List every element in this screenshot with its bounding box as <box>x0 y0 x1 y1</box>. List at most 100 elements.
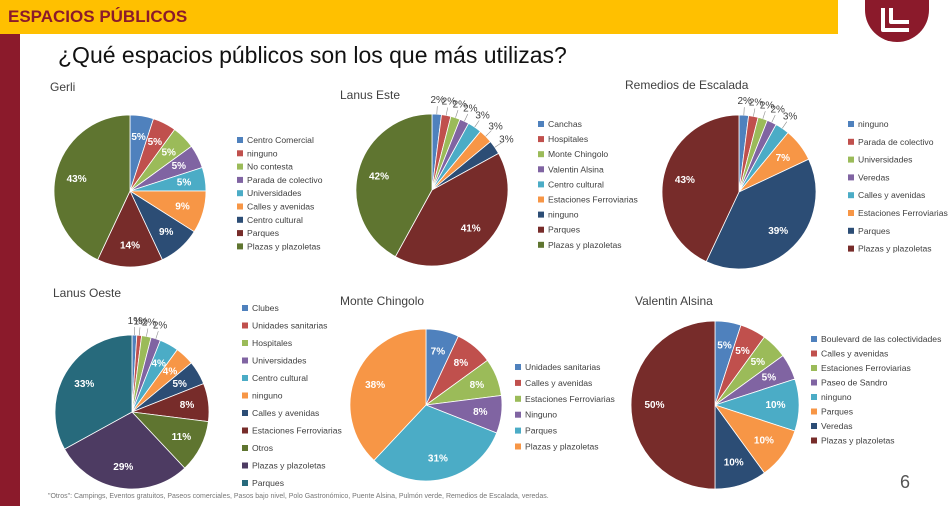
legend-item-plazas-y-plazoletas: Plazas y plazoletas <box>247 241 321 251</box>
legend-swatch <box>811 394 817 400</box>
legend-item-veredas: Veredas <box>858 172 890 182</box>
pie-slice-plazas-y-plazoletas <box>53 114 131 261</box>
legend: Clubes Unidades sanitarias Hospitales Unive… <box>242 303 342 488</box>
data-label: 2% <box>770 105 785 116</box>
data-label: 5% <box>161 147 176 158</box>
legend-swatch <box>538 136 544 143</box>
legend-swatch <box>242 462 248 469</box>
legend-item-universidades: Universidades <box>247 188 301 198</box>
legend-swatch <box>811 437 817 444</box>
legend-swatch <box>237 150 243 157</box>
legend-swatch <box>848 192 854 199</box>
leader-line <box>155 331 159 339</box>
data-label: 5% <box>735 346 750 357</box>
legend-swatch <box>811 336 817 342</box>
legend-swatch <box>538 166 544 173</box>
legend-item-estaciones-ferroviarias: Estaciones Ferroviarias <box>252 426 342 436</box>
data-label: 8% <box>470 380 485 391</box>
data-label: 5% <box>172 161 187 172</box>
legend-item-parques: Parques <box>247 228 279 238</box>
chart-title: Lanus Este <box>340 88 400 102</box>
legend-item-canchas: Canchas <box>548 119 582 129</box>
legend-swatch <box>811 408 817 415</box>
legend-item-plazas-y-plazoletas: Plazas y plazoletas <box>252 461 326 471</box>
legend-item-monte-chingolo: Monte Chingolo <box>548 149 608 159</box>
legend-swatch <box>811 350 817 357</box>
data-label: 7% <box>776 153 791 164</box>
legend-swatch <box>237 230 243 237</box>
legend-swatch <box>242 480 248 486</box>
legend: Unidades sanitarias Calles y avenidas Esta… <box>515 362 615 452</box>
legend-item-calles-y-avenidas: Calles y avenidas <box>247 202 314 212</box>
data-label: 50% <box>644 400 664 411</box>
data-label: 2% <box>463 104 478 115</box>
legend-item-otros: Otros <box>252 443 273 453</box>
legend-swatch <box>811 423 817 429</box>
footnote: "Otros": Campings, Eventos gratuitos, Pa… <box>48 493 549 500</box>
page-question: ¿Qué espacios públicos son los que más u… <box>58 42 567 68</box>
data-label: 8% <box>180 400 195 411</box>
page-number: 6 <box>900 472 911 492</box>
legend-item-valentin-alsina: Valentin Alsina <box>548 164 604 174</box>
pie-slice-parques <box>54 334 133 450</box>
data-label: 2% <box>142 318 157 329</box>
leader-line <box>762 111 766 119</box>
data-label: 42% <box>369 171 389 182</box>
legend-swatch <box>848 156 854 163</box>
pie-slice-parques <box>373 404 498 482</box>
pie-slice-plazas-y-plazoletas <box>349 328 427 461</box>
leader-line <box>455 110 459 118</box>
data-label: 11% <box>172 432 192 443</box>
data-label: 2% <box>153 321 168 332</box>
legend-item-calles-y-avenidas: Calles y avenidas <box>252 408 319 418</box>
data-label: 9% <box>175 201 190 212</box>
legend-item-universidades: Universidades <box>858 155 912 165</box>
legend: Canchas Hospitales Monte Chingolo Valentin … <box>538 119 638 250</box>
data-label: 5% <box>762 373 777 384</box>
leader-line <box>436 106 438 115</box>
legend-swatch <box>242 445 248 451</box>
legend-item-universidades: Universidades <box>252 356 306 366</box>
legend-item-plazas-y-plazoletas: Plazas y plazoletas <box>821 436 895 446</box>
legend-item-no-contesta: No contesta <box>247 162 293 172</box>
legend-item-unidades-sanitarias: Unidades sanitarias <box>525 362 600 372</box>
legend-item-estaciones-ferroviarias: Estaciones Ferroviarias <box>858 208 948 218</box>
pie-slice-parques <box>705 158 817 270</box>
header-title: ESPACIOS PÚBLICOS <box>8 7 188 26</box>
brand-sidebar <box>0 0 20 506</box>
header-bar: ESPACIOS PÚBLICOS <box>0 0 838 34</box>
legend: Centro Comercial ninguno No contesta Parada… <box>237 135 323 251</box>
legend-item-centro-cultural: Centro cultural <box>247 215 303 225</box>
legend-swatch <box>515 364 521 370</box>
pie-slice-parques <box>394 152 509 267</box>
legend-item-parques: Parques <box>858 226 890 236</box>
data-label: 8% <box>473 407 488 418</box>
data-label: 31% <box>428 453 448 464</box>
data-label: 29% <box>113 462 133 473</box>
legend-swatch <box>242 340 248 346</box>
legend-swatch <box>848 210 854 216</box>
leader-line <box>771 114 776 123</box>
data-label: 2% <box>430 95 445 106</box>
data-label: 5% <box>131 132 146 143</box>
data-label: 5% <box>751 357 766 368</box>
data-label: 39% <box>768 226 788 237</box>
legend-item-clubes: Clubes <box>252 303 279 313</box>
legend-swatch <box>848 227 854 234</box>
data-label: 2% <box>442 97 457 108</box>
legend-swatch <box>848 138 854 145</box>
pie-chart-valentin-alsina: Valentin Alsina5%5%5%5%10%10%10%50%Boule… <box>630 294 941 490</box>
legend-item-veredas: Veredas <box>821 421 853 431</box>
legend-swatch <box>242 305 248 311</box>
data-label: 1% <box>128 316 143 327</box>
legend-swatch <box>237 203 243 210</box>
legend-item-hospitales: Hospitales <box>252 338 292 348</box>
pie-chart-remedios-de-escalada: Remedios de Escalada2%2%2%2%3%7%39%43%ni… <box>625 78 948 270</box>
leader-line <box>485 130 492 137</box>
legend-swatch <box>515 379 521 386</box>
pie-slice-plazas-y-plazoletas <box>661 114 740 263</box>
leader-line <box>782 121 788 129</box>
leader-line <box>494 142 502 148</box>
